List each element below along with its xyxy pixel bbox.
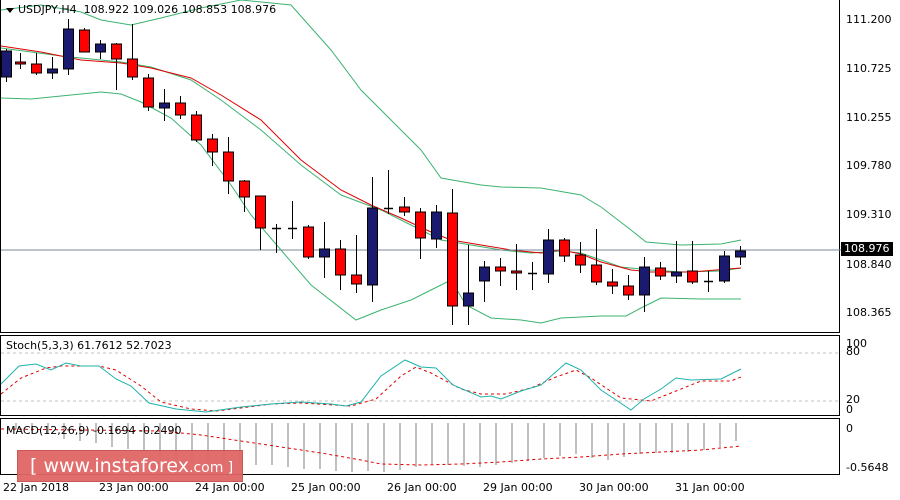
stoch-tick-20: 20 <box>846 393 860 406</box>
current-price-badge: 108.976 <box>841 242 893 256</box>
time-label: 25 Jan 00:00 <box>291 481 361 494</box>
price-chart-canvas <box>1 0 841 325</box>
price-tick: 110.255 <box>846 111 892 124</box>
macd-title: MACD(12,26,9) -0.1694 -0.2490 <box>6 424 182 437</box>
open-value: 108.922 <box>83 3 130 16</box>
price-tick: 109.780 <box>846 159 892 172</box>
price-tick: 111.200 <box>846 13 892 26</box>
time-label: 26 Jan 00:00 <box>387 481 457 494</box>
high-value: 109.026 <box>132 3 179 16</box>
close-value: 108.976 <box>230 3 277 16</box>
instaforex-watermark[interactable]: [ www.instaforex.com ] <box>17 450 243 482</box>
stochastic-pane[interactable]: Stoch(5,3,3) 61.7612 52.7023 <box>0 335 841 416</box>
watermark-domain: .com ] <box>189 460 234 476</box>
time-label: 29 Jan 00:00 <box>483 481 553 494</box>
price-tick: 108.840 <box>846 258 892 271</box>
stoch-tick-100: 100 <box>846 337 867 350</box>
chart-header: USDJPY,H4 108.922 109.026 108.853 108.97… <box>6 3 276 16</box>
stochastic-title: Stoch(5,3,3) 61.7612 52.7023 <box>6 339 172 352</box>
macd-canvas <box>1 423 742 472</box>
low-value: 108.853 <box>181 3 228 16</box>
stoch-tick-80: 80 <box>846 345 860 358</box>
stoch-tick-0: 0 <box>846 403 853 416</box>
time-label: 24 Jan 00:00 <box>195 481 265 494</box>
price-tick: 108.365 <box>846 306 892 319</box>
time-label: 30 Jan 00:00 <box>579 481 649 494</box>
symbol-label: USDJPY,H4 <box>18 3 77 16</box>
macd-tick-0: 0 <box>846 422 853 435</box>
price-tick: 110.725 <box>846 62 892 75</box>
watermark-text: [ www.instaforex <box>30 455 189 477</box>
price-tick: 109.310 <box>846 208 892 221</box>
time-label: 31 Jan 00:00 <box>675 481 745 494</box>
time-label: 22 Jan 2018 <box>3 481 69 494</box>
stochastic-canvas <box>1 352 841 413</box>
price-chart-pane[interactable]: USDJPY,H4 108.922 109.026 108.853 108.97… <box>0 0 841 333</box>
dropdown-arrow-icon[interactable] <box>6 7 14 13</box>
macd-tick-min: -0.5648 <box>846 461 889 474</box>
time-label: 23 Jan 00:00 <box>99 481 169 494</box>
